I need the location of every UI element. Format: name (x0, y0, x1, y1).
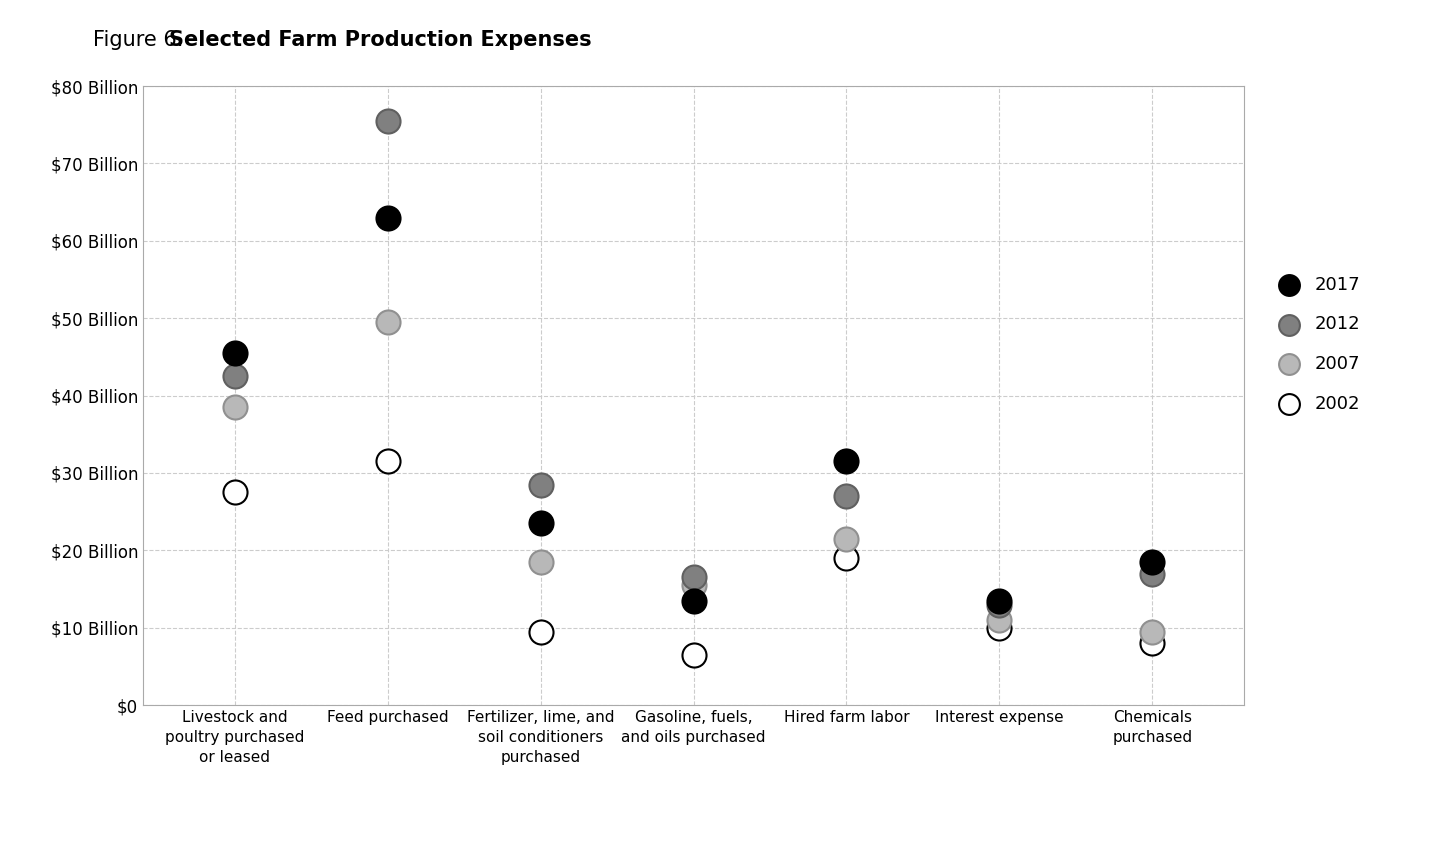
Legend: 2017, 2012, 2007, 2002: 2017, 2012, 2007, 2002 (1264, 268, 1367, 420)
2012 (682, 571, 705, 585)
Text: Selected Farm Production Expenses: Selected Farm Production Expenses (169, 30, 592, 50)
2012 (529, 478, 552, 492)
2002 (376, 454, 399, 468)
2012 (223, 370, 246, 384)
2002 (529, 624, 552, 638)
2002 (988, 621, 1011, 635)
2007 (376, 316, 399, 329)
2012 (835, 489, 858, 503)
2012 (988, 598, 1011, 611)
2007 (835, 531, 858, 545)
2017 (835, 454, 858, 468)
2012 (1141, 567, 1164, 580)
2002 (223, 485, 246, 499)
2007 (223, 401, 246, 415)
2017 (988, 593, 1011, 607)
2017 (682, 593, 705, 607)
2007 (1141, 624, 1164, 638)
2017 (376, 211, 399, 224)
2002 (682, 648, 705, 662)
Text: Figure 6.: Figure 6. (93, 30, 183, 50)
2012 (376, 114, 399, 127)
2002 (835, 551, 858, 565)
2017 (223, 346, 246, 359)
2007 (988, 613, 1011, 627)
2002 (1141, 636, 1164, 650)
2017 (1141, 556, 1164, 569)
2007 (682, 578, 705, 592)
2007 (529, 556, 552, 569)
2017 (529, 516, 552, 530)
